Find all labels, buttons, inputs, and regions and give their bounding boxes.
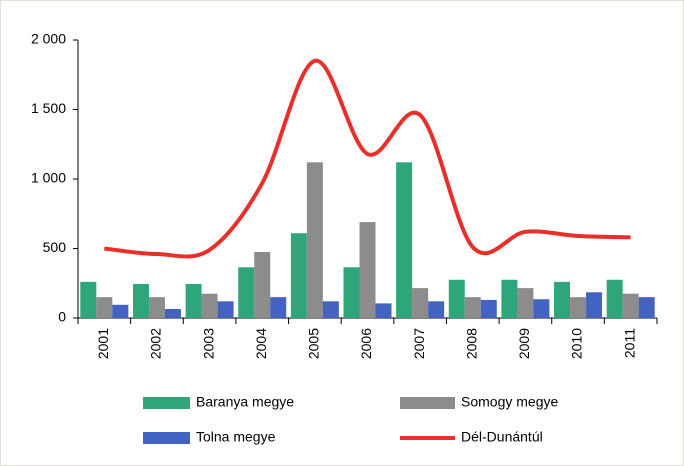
x-tick-label: 2004	[253, 328, 269, 359]
legend-swatch	[143, 432, 190, 444]
bar	[448, 279, 465, 318]
x-tick-label: 2011	[621, 328, 637, 358]
bar	[428, 301, 445, 318]
bar	[464, 297, 481, 318]
y-tick-label: 1 000	[31, 170, 66, 186]
x-tick-label: 2001	[95, 328, 111, 359]
bar	[185, 283, 202, 318]
line	[104, 58, 631, 259]
x-tick-label: 2010	[569, 328, 585, 359]
bar	[322, 301, 339, 318]
bar	[80, 281, 97, 318]
y-tick-label: 1 500	[31, 100, 66, 116]
bar	[112, 304, 129, 318]
bar	[306, 162, 323, 318]
legend-swatch	[143, 397, 190, 409]
legend-label: Tolna megye	[196, 429, 276, 445]
bar	[533, 299, 550, 318]
legend-label: Somogy megye	[461, 394, 558, 410]
x-tick-label: 2008	[463, 328, 479, 359]
bar	[586, 292, 603, 318]
bar	[638, 297, 655, 318]
bar	[412, 288, 429, 318]
bar	[570, 297, 587, 318]
bar	[606, 279, 623, 318]
bar	[201, 293, 218, 318]
bar	[238, 267, 255, 318]
bar	[375, 303, 392, 318]
bar	[622, 293, 639, 318]
bar	[254, 251, 271, 318]
bar	[343, 267, 360, 318]
x-tick-label: 2003	[200, 328, 216, 359]
legend-label: Baranya megye	[196, 394, 294, 410]
bar	[132, 283, 149, 318]
x-tick-label: 2007	[411, 328, 427, 359]
bar	[480, 299, 497, 318]
bar	[270, 297, 287, 318]
bar	[164, 308, 181, 318]
y-tick-label: 500	[43, 239, 67, 255]
x-tick-label: 2005	[306, 328, 322, 359]
bar	[501, 279, 518, 318]
legend-swatch	[400, 397, 455, 409]
y-tick-label: 0	[58, 309, 66, 325]
bar	[396, 162, 413, 318]
x-tick-label: 2002	[148, 328, 164, 359]
bar	[148, 297, 165, 318]
x-tick-label: 2009	[516, 328, 532, 359]
bar	[359, 222, 376, 318]
y-tick-label: 2 000	[31, 31, 66, 47]
bar	[217, 301, 234, 318]
bar	[96, 297, 113, 318]
legend-label: Dél-Dunántúl	[461, 429, 543, 445]
bar	[290, 233, 307, 318]
x-tick-label: 2006	[358, 328, 374, 359]
bar	[517, 288, 534, 318]
bar	[554, 281, 571, 318]
